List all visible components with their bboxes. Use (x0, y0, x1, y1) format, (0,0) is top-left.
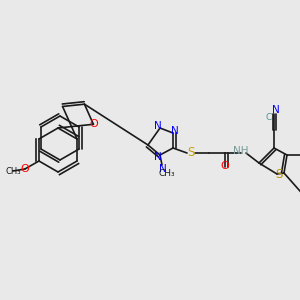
Text: O: O (21, 164, 29, 174)
Text: CH₃: CH₃ (5, 167, 21, 176)
Text: N: N (154, 121, 162, 131)
Text: S: S (187, 146, 195, 160)
Text: NH: NH (233, 146, 249, 156)
Text: S: S (275, 167, 283, 181)
Text: N: N (272, 105, 280, 115)
Text: O: O (220, 161, 230, 171)
Text: C: C (266, 113, 272, 122)
Text: N: N (159, 164, 167, 174)
Text: CH₃: CH₃ (159, 169, 175, 178)
Text: N: N (171, 126, 179, 136)
Text: N: N (154, 152, 162, 162)
Text: O: O (89, 119, 98, 129)
